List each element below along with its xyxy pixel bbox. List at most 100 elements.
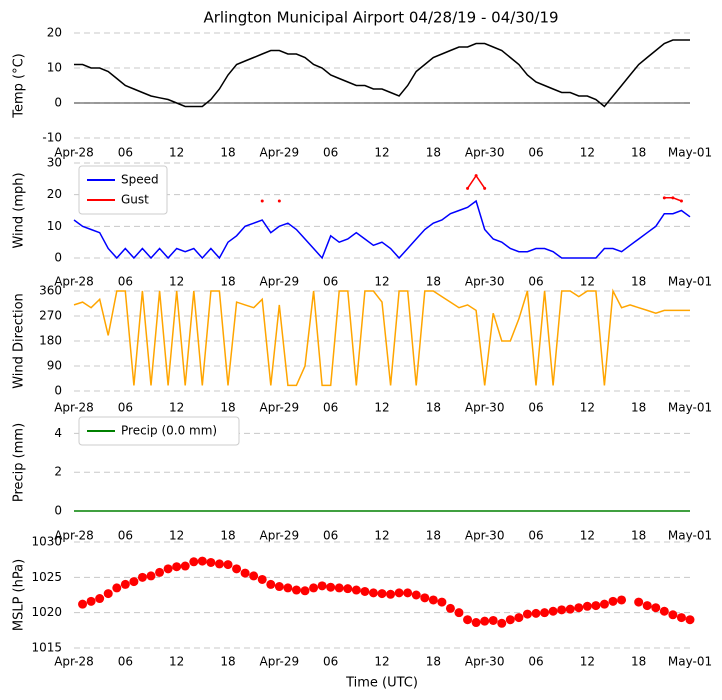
x-tick-label: 06 xyxy=(528,275,543,289)
data-point xyxy=(483,186,487,190)
data-line xyxy=(73,288,690,387)
data-point xyxy=(599,599,609,609)
data-point xyxy=(334,583,344,593)
x-tick-label: 18 xyxy=(426,401,441,415)
x-tick-label: Apr-28 xyxy=(54,401,94,415)
data-point xyxy=(463,615,473,625)
y-tick-label: 20 xyxy=(47,26,62,40)
data-point xyxy=(360,586,370,596)
x-tick-label: Apr-29 xyxy=(260,401,300,415)
x-axis-label: Time (UTC) xyxy=(345,676,418,691)
data-point xyxy=(608,596,618,606)
y-tick-label: 360 xyxy=(39,284,62,298)
data-point xyxy=(309,583,319,593)
x-tick-label: 18 xyxy=(631,401,646,415)
x-tick-label: Apr-30 xyxy=(465,146,505,160)
x-tick-label: 18 xyxy=(426,275,441,289)
x-tick-label: 12 xyxy=(374,529,389,543)
x-tick-label: 18 xyxy=(220,655,235,669)
x-tick-label: 06 xyxy=(528,401,543,415)
y-tick-label: 2 xyxy=(54,465,62,479)
x-tick-label: 12 xyxy=(580,529,595,543)
x-tick-label: 06 xyxy=(118,529,133,543)
y-tick-label: 270 xyxy=(39,309,62,323)
data-point xyxy=(565,604,575,614)
data-point xyxy=(155,567,165,577)
x-tick-label: 18 xyxy=(631,655,646,669)
x-tick-label: 06 xyxy=(118,146,133,160)
x-tick-label: May-01 xyxy=(668,146,712,160)
x-tick-label: Apr-29 xyxy=(260,146,300,160)
y-axis-label: Precip (mm) xyxy=(12,423,27,502)
data-point xyxy=(300,586,310,596)
x-tick-label: 06 xyxy=(118,275,133,289)
data-point xyxy=(420,593,430,603)
x-tick-label: 12 xyxy=(580,275,595,289)
data-point xyxy=(86,596,96,606)
data-point xyxy=(326,582,336,592)
x-tick-label: May-01 xyxy=(668,655,712,669)
data-point xyxy=(411,590,421,600)
data-point xyxy=(103,589,113,599)
x-tick-label: 06 xyxy=(528,146,543,160)
legend-label: Speed xyxy=(121,173,159,187)
x-tick-label: 12 xyxy=(169,655,184,669)
data-point xyxy=(505,615,515,625)
x-tick-label: Apr-28 xyxy=(54,655,94,669)
data-point xyxy=(437,597,447,607)
legend: Speed Gust xyxy=(78,165,168,215)
data-point xyxy=(197,556,207,566)
data-point xyxy=(95,594,105,604)
data-point xyxy=(368,588,378,598)
data-point xyxy=(283,583,293,593)
y-tick-label: 0 xyxy=(54,251,62,265)
data-point xyxy=(223,560,233,570)
y-tick-label: 0 xyxy=(54,384,62,398)
data-point xyxy=(466,186,470,190)
x-tick-label: 06 xyxy=(323,146,338,160)
x-tick-label: May-01 xyxy=(668,529,712,543)
x-tick-label: 06 xyxy=(528,655,543,669)
data-point xyxy=(206,557,216,567)
x-tick-label: 12 xyxy=(374,275,389,289)
data-point xyxy=(172,562,182,572)
data-line xyxy=(74,39,690,108)
x-tick-label: 12 xyxy=(169,401,184,415)
data-point xyxy=(189,557,199,567)
y-tick-label: 10 xyxy=(47,61,62,75)
x-tick-label: May-01 xyxy=(668,275,712,289)
x-tick-label: 18 xyxy=(220,146,235,160)
data-point xyxy=(317,581,327,591)
data-point xyxy=(668,610,678,620)
legend: Precip (0.0 mm) xyxy=(78,416,240,446)
x-tick-label: 18 xyxy=(426,655,441,669)
data-point xyxy=(582,601,592,611)
data-point xyxy=(548,606,558,616)
x-tick-label: Apr-30 xyxy=(465,529,505,543)
data-point xyxy=(260,199,264,203)
data-point xyxy=(676,613,686,623)
y-tick-label: 1030 xyxy=(31,535,62,549)
x-tick-label: Apr-29 xyxy=(260,655,300,669)
data-point xyxy=(679,199,683,203)
x-tick-label: 18 xyxy=(220,275,235,289)
data-point xyxy=(129,577,139,587)
data-point xyxy=(651,603,661,613)
x-tick-label: May-01 xyxy=(668,401,712,415)
data-point xyxy=(557,605,567,615)
legend-label: Gust xyxy=(121,193,149,207)
x-tick-label: 18 xyxy=(426,146,441,160)
y-tick-label: 0 xyxy=(54,504,62,518)
x-tick-label: Apr-28 xyxy=(54,146,94,160)
y-tick-label: 20 xyxy=(47,187,62,201)
data-point xyxy=(662,196,666,200)
x-tick-label: Apr-29 xyxy=(260,529,300,543)
x-tick-label: Apr-30 xyxy=(465,401,505,415)
legend-box xyxy=(78,165,168,215)
x-tick-label: 12 xyxy=(580,146,595,160)
y-tick-label: -10 xyxy=(42,131,62,145)
data-line xyxy=(73,199,691,260)
data-point xyxy=(137,572,147,582)
data-point xyxy=(214,559,224,569)
data-point xyxy=(522,609,532,619)
